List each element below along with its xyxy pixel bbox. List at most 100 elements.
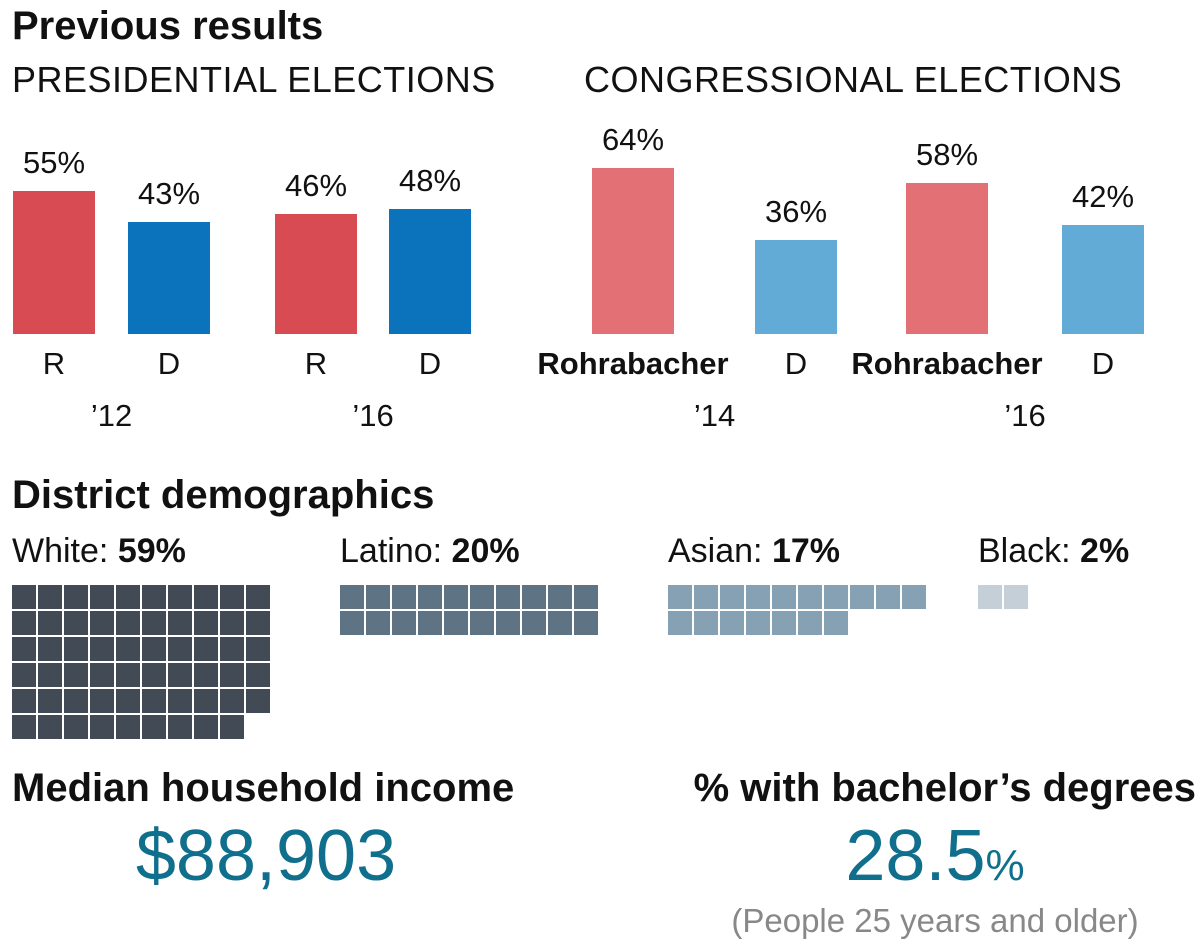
- bar-value-label: 43%: [137, 176, 201, 212]
- bar-category-label: D: [784, 346, 808, 381]
- waffle-square: [720, 585, 744, 609]
- waffle-square: [220, 611, 244, 635]
- waffle-square: [850, 585, 874, 609]
- waffle-square: [168, 663, 192, 687]
- demo-label-white: White: 59%: [12, 534, 186, 568]
- waffle-square: [694, 611, 718, 635]
- waffle-square: [64, 585, 88, 609]
- waffle-black: [978, 585, 1200, 609]
- year-label: ’12: [90, 398, 133, 433]
- waffle-square: [418, 611, 442, 635]
- waffle-square: [340, 585, 364, 609]
- bar-value-label: 46%: [284, 168, 348, 204]
- bar-category-label: Rohrabacher: [537, 346, 729, 381]
- waffle-square: [246, 611, 270, 635]
- bachelors-number: 28.5: [845, 816, 986, 896]
- waffle-square: [978, 585, 1002, 609]
- demo-percent: 20%: [451, 532, 520, 570]
- waffle-square: [340, 611, 364, 635]
- waffle-square: [522, 585, 546, 609]
- waffle-square: [194, 637, 218, 661]
- demo-label-latino: Latino: 20%: [340, 534, 520, 568]
- waffle-square: [720, 611, 744, 635]
- waffle-square: [168, 689, 192, 713]
- waffle-square: [444, 611, 468, 635]
- waffle-square: [220, 715, 244, 739]
- demo-name: Black:: [978, 532, 1081, 570]
- year-label: ’14: [693, 398, 736, 433]
- bachelors-unit: %: [985, 841, 1025, 890]
- waffle-square: [798, 585, 822, 609]
- waffle-square: [142, 585, 166, 609]
- waffle-square: [194, 715, 218, 739]
- waffle-square: [246, 637, 270, 661]
- waffle-square: [168, 715, 192, 739]
- waffle-square: [142, 663, 166, 687]
- waffle-square: [90, 637, 114, 661]
- waffle-square: [90, 715, 114, 739]
- waffle-square: [824, 611, 848, 635]
- bar-pres-0-r: [13, 191, 95, 334]
- demographics-heading: District demographics: [12, 473, 435, 517]
- waffle-square: [496, 585, 520, 609]
- waffle-square: [246, 689, 270, 713]
- waffle-square: [246, 585, 270, 609]
- waffle-square: [142, 611, 166, 635]
- waffle-square: [548, 585, 572, 609]
- waffle-square: [38, 611, 62, 635]
- waffle-square: [12, 689, 36, 713]
- waffle-square: [444, 585, 468, 609]
- bar-value-label: 55%: [22, 145, 86, 180]
- waffle-square: [90, 663, 114, 687]
- waffle-square: [12, 663, 36, 687]
- waffle-square: [522, 611, 546, 635]
- bar-category-label: Rohrabacher: [851, 346, 1043, 381]
- waffle-square: [746, 585, 770, 609]
- waffle-square: [418, 585, 442, 609]
- bar-cong-1-d: [1062, 224, 1144, 334]
- bar-cong-0-d: [755, 240, 837, 334]
- waffle-square: [220, 663, 244, 687]
- waffle-square: [38, 715, 62, 739]
- waffle-square: [220, 637, 244, 661]
- waffle-square: [574, 611, 598, 635]
- waffle-square: [470, 611, 494, 635]
- bar-category-label: D: [418, 346, 442, 381]
- waffle-square: [194, 585, 218, 609]
- waffle-square: [824, 585, 848, 609]
- congressional-heading: CONGRESSIONAL ELECTIONS: [584, 59, 1123, 100]
- waffle-square: [116, 715, 140, 739]
- waffle-square: [694, 585, 718, 609]
- bar-value-label: 58%: [915, 137, 979, 173]
- waffle-white: [12, 585, 270, 739]
- waffle-square: [772, 611, 796, 635]
- waffle-square: [142, 689, 166, 713]
- waffle-square: [168, 611, 192, 635]
- bachelors-note: (People 25 years and older): [731, 902, 1139, 939]
- bar-value-label: 64%: [601, 121, 665, 157]
- bar-pres-0-d: [128, 222, 210, 334]
- waffle-square: [496, 611, 520, 635]
- presidential-heading: PRESIDENTIAL ELECTIONS: [12, 59, 496, 100]
- waffle-square: [90, 689, 114, 713]
- year-label: ’16: [352, 398, 394, 433]
- bar-cong-1-r: [906, 183, 988, 334]
- bar-category-label: D: [157, 346, 181, 381]
- waffle-square: [90, 585, 114, 609]
- waffle-square: [142, 715, 166, 739]
- waffle-square: [38, 689, 62, 713]
- bar-cong-0-r: [592, 167, 674, 334]
- income-heading: Median household income: [12, 766, 515, 810]
- waffle-square: [116, 611, 140, 635]
- bar-pres-1-r: [275, 214, 357, 334]
- waffle-square: [798, 611, 822, 635]
- demo-percent: 2%: [1080, 532, 1130, 570]
- waffle-square: [220, 585, 244, 609]
- bar-pres-1-d: [389, 209, 471, 334]
- waffle-square: [366, 611, 390, 635]
- demo-name: White:: [12, 532, 118, 570]
- waffle-square: [548, 611, 572, 635]
- waffle-square: [392, 585, 416, 609]
- waffle-square: [668, 611, 692, 635]
- waffle-square: [116, 689, 140, 713]
